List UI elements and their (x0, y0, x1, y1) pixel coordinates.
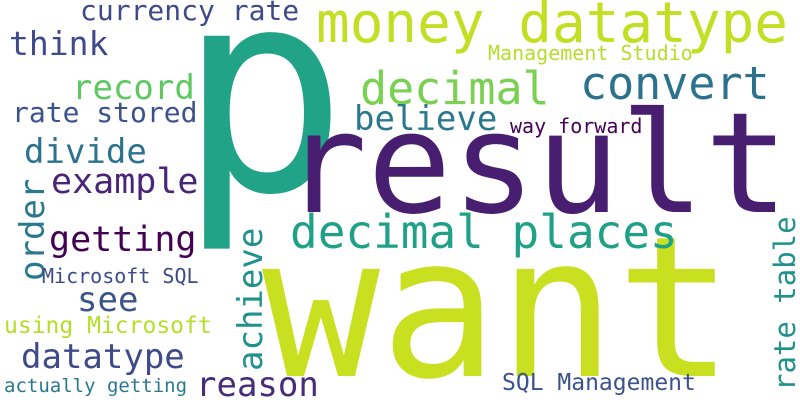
word: rate table (768, 216, 800, 391)
word: divide (24, 132, 147, 172)
word: money datatype (316, 0, 788, 56)
word: datatype (21, 337, 185, 377)
word: Microsoft SQL (42, 264, 199, 288)
word: decimal (360, 62, 550, 115)
word: Management Studio (488, 41, 693, 65)
word: actually getting (4, 375, 187, 397)
word: getting (49, 220, 197, 260)
word: currency rate (80, 0, 299, 27)
word: convert (580, 57, 770, 110)
word: SQL Management (502, 370, 696, 396)
word: see (77, 280, 138, 320)
word: decimal places (290, 205, 678, 259)
word: believe (354, 99, 497, 139)
word: think (9, 24, 108, 63)
word: achieve (231, 228, 271, 371)
word: using Microsoft (4, 313, 212, 339)
word: want (262, 195, 734, 400)
word: record (72, 68, 195, 108)
word: example (51, 162, 199, 202)
word: way forward (510, 114, 642, 138)
word: order (13, 179, 53, 281)
word: p (178, 0, 348, 257)
word: result (283, 83, 789, 246)
word: rate stored (12, 96, 197, 129)
word: reason (196, 365, 319, 400)
